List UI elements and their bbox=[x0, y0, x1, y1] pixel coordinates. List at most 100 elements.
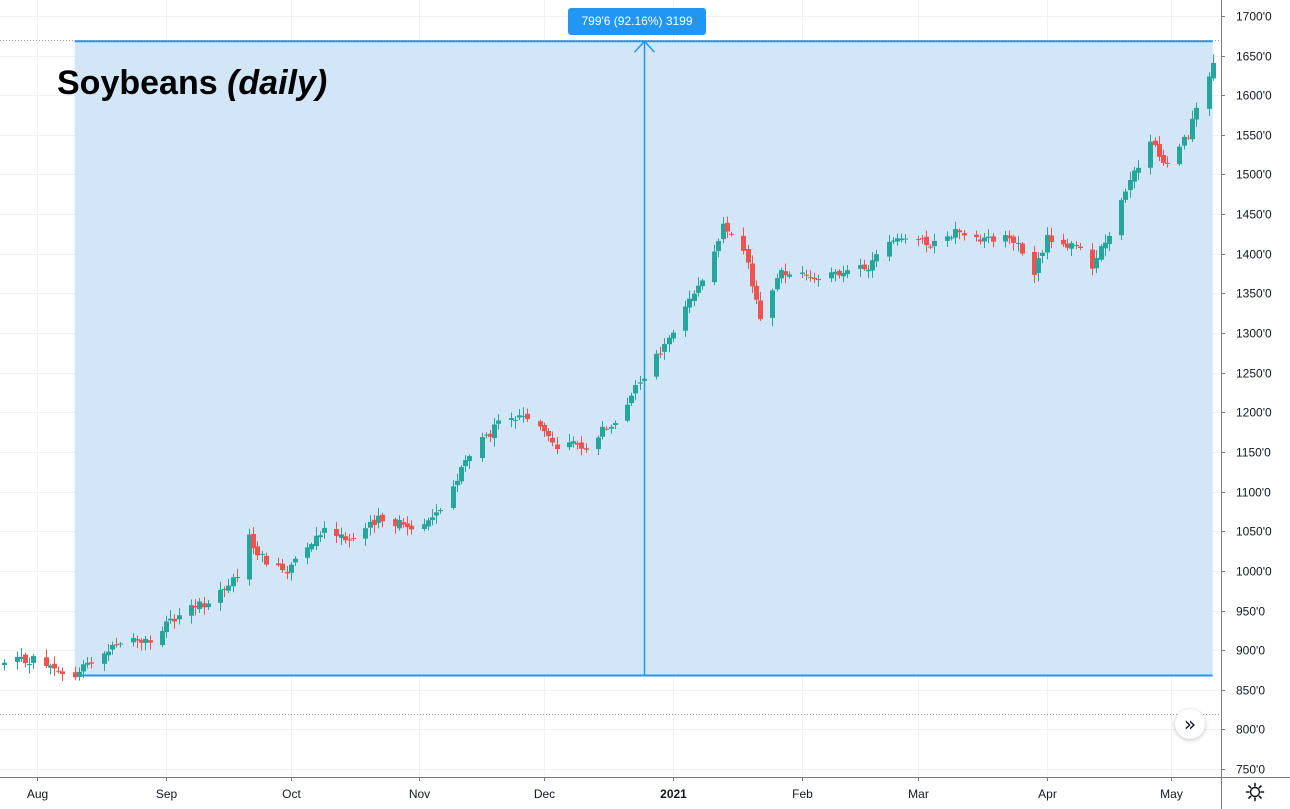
y-tick-label: 800'0 bbox=[1236, 723, 1265, 737]
candle-body bbox=[114, 644, 119, 646]
candle-body bbox=[758, 300, 763, 320]
candle-body bbox=[1065, 243, 1070, 248]
candle-body bbox=[833, 271, 838, 275]
y-tick-label: 950'0 bbox=[1236, 605, 1265, 619]
candle-body bbox=[1011, 236, 1016, 243]
chart-subtitle: (daily) bbox=[227, 64, 328, 102]
measurement-label[interactable]: 799'6 (92.16%) 3199 bbox=[568, 8, 706, 35]
candle-body bbox=[729, 233, 734, 235]
candle-body bbox=[73, 672, 78, 678]
candle-body bbox=[343, 536, 348, 541]
y-tick-label: 1050'0 bbox=[1236, 525, 1272, 539]
measurement-area[interactable] bbox=[74, 40, 1213, 677]
candle-body bbox=[829, 272, 834, 279]
y-tick-label: 1650'0 bbox=[1236, 50, 1272, 64]
candle-body bbox=[285, 571, 290, 574]
x-tick-label: Sep bbox=[156, 787, 178, 801]
candle-body bbox=[368, 521, 373, 528]
candle-body bbox=[434, 512, 439, 516]
candle-body bbox=[247, 534, 252, 580]
price-axis[interactable]: 1700'0 1650'0 1600'0 1550'0 1500'0 1450'0 1400… bbox=[1221, 10, 1272, 777]
candle-body bbox=[1103, 242, 1108, 249]
candle-body bbox=[160, 631, 165, 646]
y-tick-label: 1700'0 bbox=[1236, 10, 1272, 24]
candle-body bbox=[467, 456, 472, 462]
candle-body bbox=[555, 444, 560, 449]
candle-body bbox=[148, 640, 153, 643]
candle-body bbox=[629, 395, 634, 404]
candle-body bbox=[974, 234, 979, 238]
candle-body bbox=[1045, 234, 1050, 253]
candle-body bbox=[1040, 252, 1045, 256]
time-axis[interactable]: Aug Sep Oct Nov Dec 2021 Feb Mar Apr May bbox=[27, 777, 1183, 801]
candle-body bbox=[662, 344, 667, 352]
candle-body bbox=[235, 577, 240, 579]
candle-body bbox=[575, 443, 580, 445]
candle-body bbox=[945, 236, 950, 241]
candle-body bbox=[687, 298, 692, 308]
candle-body bbox=[741, 235, 746, 251]
candle-body bbox=[492, 424, 497, 439]
x-tick-label: Aug bbox=[27, 787, 48, 801]
candle-body bbox=[1132, 170, 1137, 182]
candle-body bbox=[135, 639, 140, 641]
candle-body bbox=[949, 237, 954, 239]
candle-body bbox=[488, 433, 493, 437]
candle-body bbox=[1119, 200, 1124, 236]
candle-body bbox=[816, 279, 821, 281]
candle-body bbox=[546, 430, 551, 437]
candle-body bbox=[870, 260, 875, 271]
candle-body bbox=[496, 420, 501, 424]
candle-body bbox=[1069, 243, 1074, 249]
candle-body bbox=[1003, 235, 1008, 242]
candle-body bbox=[920, 238, 925, 240]
candle-body bbox=[405, 523, 410, 528]
chart-settings-button[interactable] bbox=[1243, 780, 1267, 804]
candle-body bbox=[1165, 162, 1170, 164]
candle-body bbox=[397, 520, 402, 529]
candle-body bbox=[1020, 243, 1025, 254]
scroll-to-realtime-button[interactable]: » bbox=[1175, 709, 1205, 739]
candle-body bbox=[231, 577, 236, 587]
candle-body bbox=[426, 520, 431, 527]
y-tick-label: 1150'0 bbox=[1236, 446, 1271, 460]
y-tick-label: 1200'0 bbox=[1236, 406, 1272, 420]
candle-body bbox=[1049, 235, 1054, 242]
y-tick-label: 750'0 bbox=[1236, 763, 1265, 777]
candle-body bbox=[314, 535, 319, 547]
candle-body bbox=[401, 522, 406, 525]
candle-body bbox=[928, 246, 933, 248]
candle-body bbox=[584, 448, 589, 450]
candle-body bbox=[81, 664, 86, 672]
candle-body bbox=[775, 278, 780, 290]
candle-body bbox=[613, 423, 618, 425]
candle-body bbox=[1078, 246, 1083, 248]
candle-body bbox=[754, 285, 759, 300]
candle-body bbox=[131, 637, 136, 643]
chart-title-main: Soybeans bbox=[57, 64, 218, 102]
candle-body bbox=[1099, 246, 1104, 260]
candle-body bbox=[206, 603, 211, 608]
candle-body bbox=[671, 332, 676, 339]
double-chevron-right-icon: » bbox=[1183, 712, 1197, 736]
candle-body bbox=[276, 563, 281, 566]
candle-body bbox=[625, 404, 630, 421]
chart-title: Soybeans (daily) bbox=[57, 64, 327, 103]
candle-body bbox=[455, 480, 460, 486]
candle-body bbox=[804, 274, 809, 276]
candle-body bbox=[77, 671, 82, 677]
candle-body bbox=[692, 293, 697, 301]
candle-body bbox=[509, 418, 514, 420]
candle-body bbox=[887, 241, 892, 257]
candle-body bbox=[251, 534, 256, 549]
gear-icon bbox=[1245, 782, 1265, 802]
candle-body bbox=[1136, 167, 1141, 173]
candle-body bbox=[1153, 140, 1158, 146]
candle-body bbox=[633, 385, 638, 394]
candle-body bbox=[1090, 249, 1095, 269]
candle-body bbox=[363, 528, 368, 539]
candle-body bbox=[1190, 118, 1195, 140]
candle-body bbox=[932, 240, 937, 247]
candle-body bbox=[1074, 245, 1079, 247]
